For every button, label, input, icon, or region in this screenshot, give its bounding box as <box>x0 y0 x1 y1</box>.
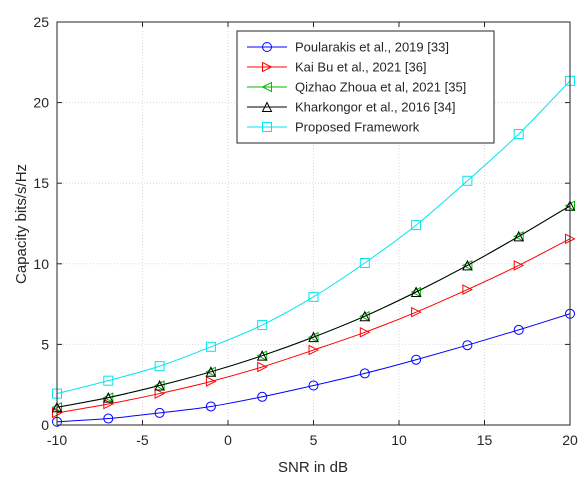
data-point <box>513 231 524 242</box>
data-point <box>205 341 216 352</box>
legend-marker <box>262 61 273 73</box>
legend-item: Poularakis et al., 2019 [33] <box>247 40 449 55</box>
data-point <box>411 354 422 365</box>
x-tick-label: 10 <box>391 432 407 448</box>
data-point <box>154 407 165 418</box>
data-point <box>307 331 319 343</box>
x-tick-label: 0 <box>224 432 232 448</box>
legend-item: Kharkongor et al., 2016 [34] <box>247 100 455 115</box>
data-point <box>410 286 422 298</box>
data-point <box>257 320 268 331</box>
data-point <box>205 376 217 387</box>
y-tick-label: 15 <box>33 175 49 191</box>
data-point <box>308 331 319 343</box>
x-tick-label: 20 <box>562 432 578 448</box>
x-tick-label: -10 <box>47 432 67 448</box>
y-tick-label: 25 <box>33 14 49 30</box>
legend-marker <box>262 42 272 52</box>
data-point <box>205 366 217 377</box>
data-point <box>513 324 524 335</box>
data-point <box>154 379 165 391</box>
data-point <box>256 350 268 361</box>
data-point <box>153 380 165 391</box>
data-point <box>257 361 268 373</box>
data-point <box>462 340 473 351</box>
x-tick-label: 15 <box>477 432 493 448</box>
data-point <box>462 175 473 186</box>
legend: Poularakis et al., 2019 [33] Kai Bu et al… <box>236 30 495 144</box>
data-point <box>513 260 525 271</box>
data-point <box>308 380 319 391</box>
data-point <box>411 220 422 231</box>
x-tick-label: -5 <box>136 432 149 448</box>
data-point <box>103 375 114 386</box>
series-1 <box>52 308 575 427</box>
data-point <box>154 388 166 399</box>
legend-label: Kai Bu et al., 2021 [36] <box>295 60 427 75</box>
legend-item: Kai Bu et al., 2021 [36] <box>247 60 427 75</box>
series-line <box>56 80 571 395</box>
data-point <box>205 401 216 412</box>
data-point <box>257 391 268 402</box>
data-point <box>359 310 371 322</box>
data-point <box>359 327 371 338</box>
legend-marker <box>261 101 273 112</box>
data-point <box>513 230 525 242</box>
legend-marker <box>262 122 272 132</box>
y-tick-label: 5 <box>41 336 49 352</box>
legend-label: Kharkongor et al., 2016 [34] <box>295 100 455 115</box>
data-point <box>359 368 370 379</box>
data-point <box>410 286 422 298</box>
data-point <box>359 310 370 322</box>
series-line <box>56 205 571 408</box>
data-point <box>205 366 216 378</box>
x-tick-label: 5 <box>310 432 318 448</box>
data-point <box>308 344 320 356</box>
data-point <box>102 391 114 403</box>
y-tick-label: 0 <box>41 417 49 433</box>
data-point <box>102 392 114 403</box>
legend-item: Qizhao Zhoua et al, 2021 [35] <box>247 80 466 95</box>
x-axis-label: SNR in dB <box>278 459 348 476</box>
data-point <box>308 291 319 302</box>
data-point <box>154 361 165 372</box>
data-point <box>461 260 473 271</box>
legend-label: Qizhao Zhoua et al, 2021 [35] <box>295 80 466 95</box>
y-axis-label: Capacity bits/s/Hz <box>13 164 30 284</box>
data-point <box>103 413 114 424</box>
y-tick-label: 10 <box>33 256 49 272</box>
series-line <box>56 238 571 414</box>
series-4 <box>51 200 576 413</box>
legend-marker <box>261 81 272 93</box>
axis-ticks: -10 -5 0 5 10 15 20 0 5 10 15 20 25 <box>33 14 578 448</box>
legend-item: Proposed Framework <box>247 120 420 135</box>
legend-label: Poularakis et al., 2019 [33] <box>295 40 449 55</box>
y-tick-label: 20 <box>33 95 49 111</box>
legend-label: Proposed Framework <box>295 120 420 135</box>
data-point <box>462 284 474 295</box>
data-point <box>411 306 422 318</box>
data-point <box>462 259 473 271</box>
data-point <box>256 350 268 361</box>
series-line <box>56 313 571 423</box>
data-point <box>359 257 370 268</box>
data-point <box>513 129 524 140</box>
